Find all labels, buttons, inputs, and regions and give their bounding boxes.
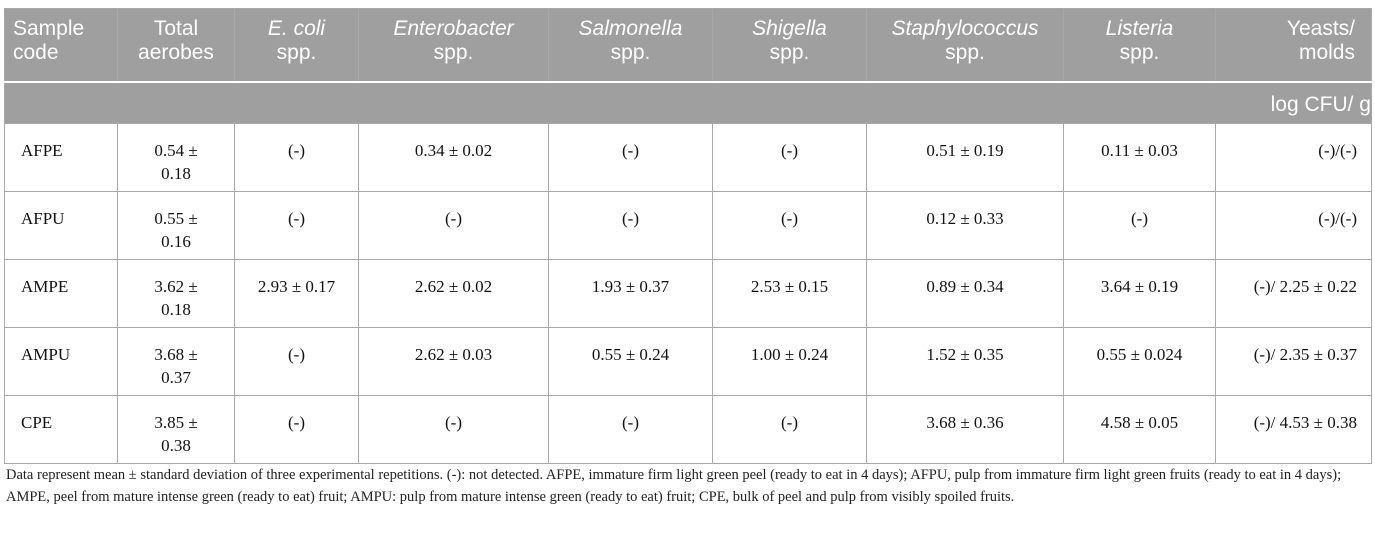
table-row: CPE 3.85 ± 0.38 (-) (-) (-) (-) 3.68 ± 0.36 4.5… [4,395,1372,464]
table-row: AFPE 0.54 ± 0.18 (-) 0.34 ± 0.02 (-) (-) 0.51 … [4,123,1372,192]
value-cell: (-) [234,395,359,464]
column-header: Salmonella spp. [548,8,713,82]
value-cell: 0.54 ± 0.18 [117,123,235,192]
column-header-line: spp. [1119,41,1160,64]
column-header-line: aerobes [138,41,214,64]
column-header: Enterobacter spp. [358,8,549,82]
value-cell: 0.12 ± 0.33 [866,191,1064,260]
value-cell: (-) [712,395,867,464]
value-cell: 4.58 ± 0.05 [1063,395,1216,464]
column-header-line: Listeria [1105,17,1174,40]
column-header-line: E. coli [267,17,326,40]
value-cell: (-) [548,191,713,260]
column-header-line: molds [1298,41,1355,64]
value-cell: 0.89 ± 0.34 [866,259,1064,328]
table-row: AMPU 3.68 ± 0.37 (-) 2.62 ± 0.03 0.55 ± 0.24… [4,327,1372,396]
value-cell: 1.93 ± 0.37 [548,259,713,328]
sample-code-cell: AFPU [4,191,118,260]
value-cell: 0.55 ± 0.024 [1063,327,1216,396]
column-header-line: Yeasts/ [1286,17,1355,40]
value-cell: 0.51 ± 0.19 [866,123,1064,192]
value-cell: (-)/ 4.53 ± 0.38 [1215,395,1372,464]
column-header-line: spp. [276,41,317,64]
value-cell: 3.68 ± 0.37 [117,327,235,396]
value-cell: 3.85 ± 0.38 [117,395,235,464]
value-cell: (-)/ 2.35 ± 0.37 [1215,327,1372,396]
units-row: log CFU/ g [4,80,1372,124]
value-cell: 1.00 ± 0.24 [712,327,867,396]
column-header: Total aerobes [117,8,235,82]
value-cell: (-) [712,123,867,192]
column-header-line: Sample [13,17,85,40]
value-cell: 1.52 ± 0.35 [866,327,1064,396]
column-header: Sample code [4,8,118,82]
value-cell: 2.62 ± 0.02 [358,259,549,328]
column-header: Staphylococcus spp. [866,8,1064,82]
column-header-line: spp. [769,41,810,64]
value-cell: (-) [712,191,867,260]
value-cell: 3.62 ± 0.18 [117,259,235,328]
column-header-line: spp. [433,41,474,64]
table-body: AFPE 0.54 ± 0.18 (-) 0.34 ± 0.02 (-) (-) 0.51 … [4,123,1372,464]
value-cell: (-) [1063,191,1216,260]
value-cell: 3.68 ± 0.36 [866,395,1064,464]
value-cell: (-) [358,191,549,260]
value-cell: 0.55 ± 0.16 [117,191,235,260]
units-label: log CFU/ g [4,80,1372,124]
sample-code-cell: AMPE [4,259,118,328]
value-cell: 3.64 ± 0.19 [1063,259,1216,328]
value-cell: (-) [234,191,359,260]
column-header-line: Enterobacter [393,17,514,40]
table-header-row: Sample code Total aerobes E. coli spp. Enterob… [4,8,1372,82]
column-header-line: code [13,41,59,64]
sample-code-cell: CPE [4,395,118,464]
value-cell: 0.11 ± 0.03 [1063,123,1216,192]
value-cell: 2.93 ± 0.17 [234,259,359,328]
value-cell: (-)/(-) [1215,191,1372,260]
column-header: E. coli spp. [234,8,359,82]
value-cell: (-)/(-) [1215,123,1372,192]
column-header-line: Shigella [752,17,827,40]
column-header-line: Staphylococcus [891,17,1039,40]
value-cell: (-) [548,123,713,192]
column-header-line: Total [153,17,199,40]
column-header-line: Salmonella [578,17,683,40]
value-cell: 2.62 ± 0.03 [358,327,549,396]
column-header-line: spp. [610,41,651,64]
microbial-counts-table: Sample code Total aerobes E. coli spp. Enterob… [4,8,1372,464]
value-cell: 0.55 ± 0.24 [548,327,713,396]
column-header: Listeria spp. [1063,8,1216,82]
value-cell: 0.34 ± 0.02 [358,123,549,192]
value-cell: (-) [234,123,359,192]
sample-code-cell: AFPE [4,123,118,192]
value-cell: (-) [358,395,549,464]
column-header-line: spp. [945,41,985,64]
table-footnote: Data represent mean ± standard deviation… [6,467,1342,505]
column-header: Yeasts/molds [1215,8,1372,82]
value-cell: (-) [234,327,359,396]
table-row: AMPE 3.62 ± 0.18 2.93 ± 0.17 2.62 ± 0.02 1.9… [4,259,1372,328]
table-row: AFPU 0.55 ± 0.16 (-) (-) (-) (-) 0.12 ± 0.33 (-… [4,191,1372,260]
column-header: Shigella spp. [712,8,867,82]
value-cell: (-)/ 2.25 ± 0.22 [1215,259,1372,328]
value-cell: (-) [548,395,713,464]
sample-code-cell: AMPU [4,327,118,396]
value-cell: 2.53 ± 0.15 [712,259,867,328]
